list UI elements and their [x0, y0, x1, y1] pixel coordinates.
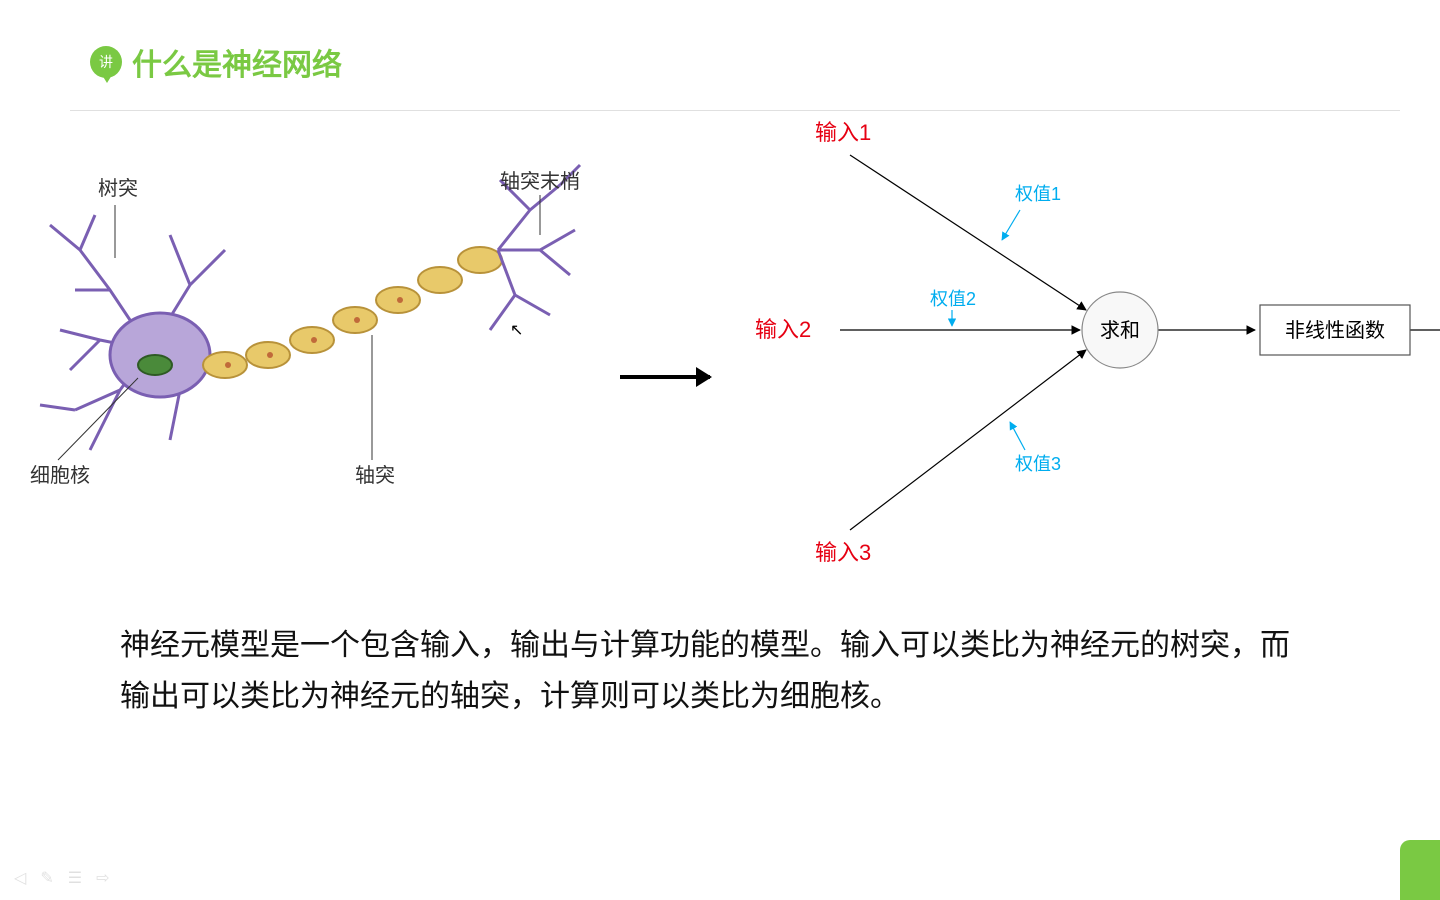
- footer-next-icon[interactable]: ⇨: [96, 868, 109, 888]
- slide-title: 什么是神经网络: [132, 40, 342, 84]
- footer-toolbar: ◁ ✎ ☰ ⇨: [14, 868, 109, 888]
- footer-menu-icon[interactable]: ☰: [68, 868, 82, 888]
- weight-2-label: 权值2: [930, 289, 976, 309]
- label-axon-terminal: 轴突末梢: [500, 170, 580, 193]
- weight-3-label: 权值3: [1015, 454, 1061, 474]
- transform-arrow-icon: [620, 375, 710, 379]
- biological-neuron-diagram: 树突 细胞核 轴突 轴突末梢: [20, 140, 600, 490]
- label-axon: 轴突: [355, 464, 395, 487]
- mouse-cursor-icon: ↖: [510, 320, 523, 340]
- explanation-paragraph: 神经元模型是一个包含输入，输出与计算功能的模型。输入可以类比为神经元的树突，而输…: [120, 620, 1300, 722]
- footer-prev-icon[interactable]: ◁: [14, 868, 26, 888]
- diagram-stage: 树突 细胞核 轴突 轴突末梢 ↖ 求和 非线性函数: [0, 120, 1440, 620]
- weight-1-label: 权值1: [1015, 184, 1061, 204]
- label-nucleus: 细胞核: [30, 464, 90, 487]
- input-1-label: 输入1: [815, 120, 871, 145]
- brand-logo-corner: [1400, 840, 1440, 900]
- badge-text: 讲: [99, 52, 113, 72]
- sum-node-label: 求和: [1100, 319, 1140, 342]
- neuron-model-diagram: 求和 非线性函数 输入1 输入2 输入3 权值1 权值2 权值3: [720, 110, 1440, 580]
- nonlinear-box-label: 非线性函数: [1285, 319, 1385, 342]
- label-dendrite: 树突: [98, 177, 138, 200]
- input-3-label: 输入3: [815, 540, 871, 565]
- footer-pen-icon[interactable]: ✎: [40, 868, 53, 888]
- lecture-badge-icon: 讲: [90, 46, 122, 78]
- slide-header: 讲 什么是神经网络: [90, 40, 342, 84]
- input-2-label: 输入2: [755, 317, 811, 342]
